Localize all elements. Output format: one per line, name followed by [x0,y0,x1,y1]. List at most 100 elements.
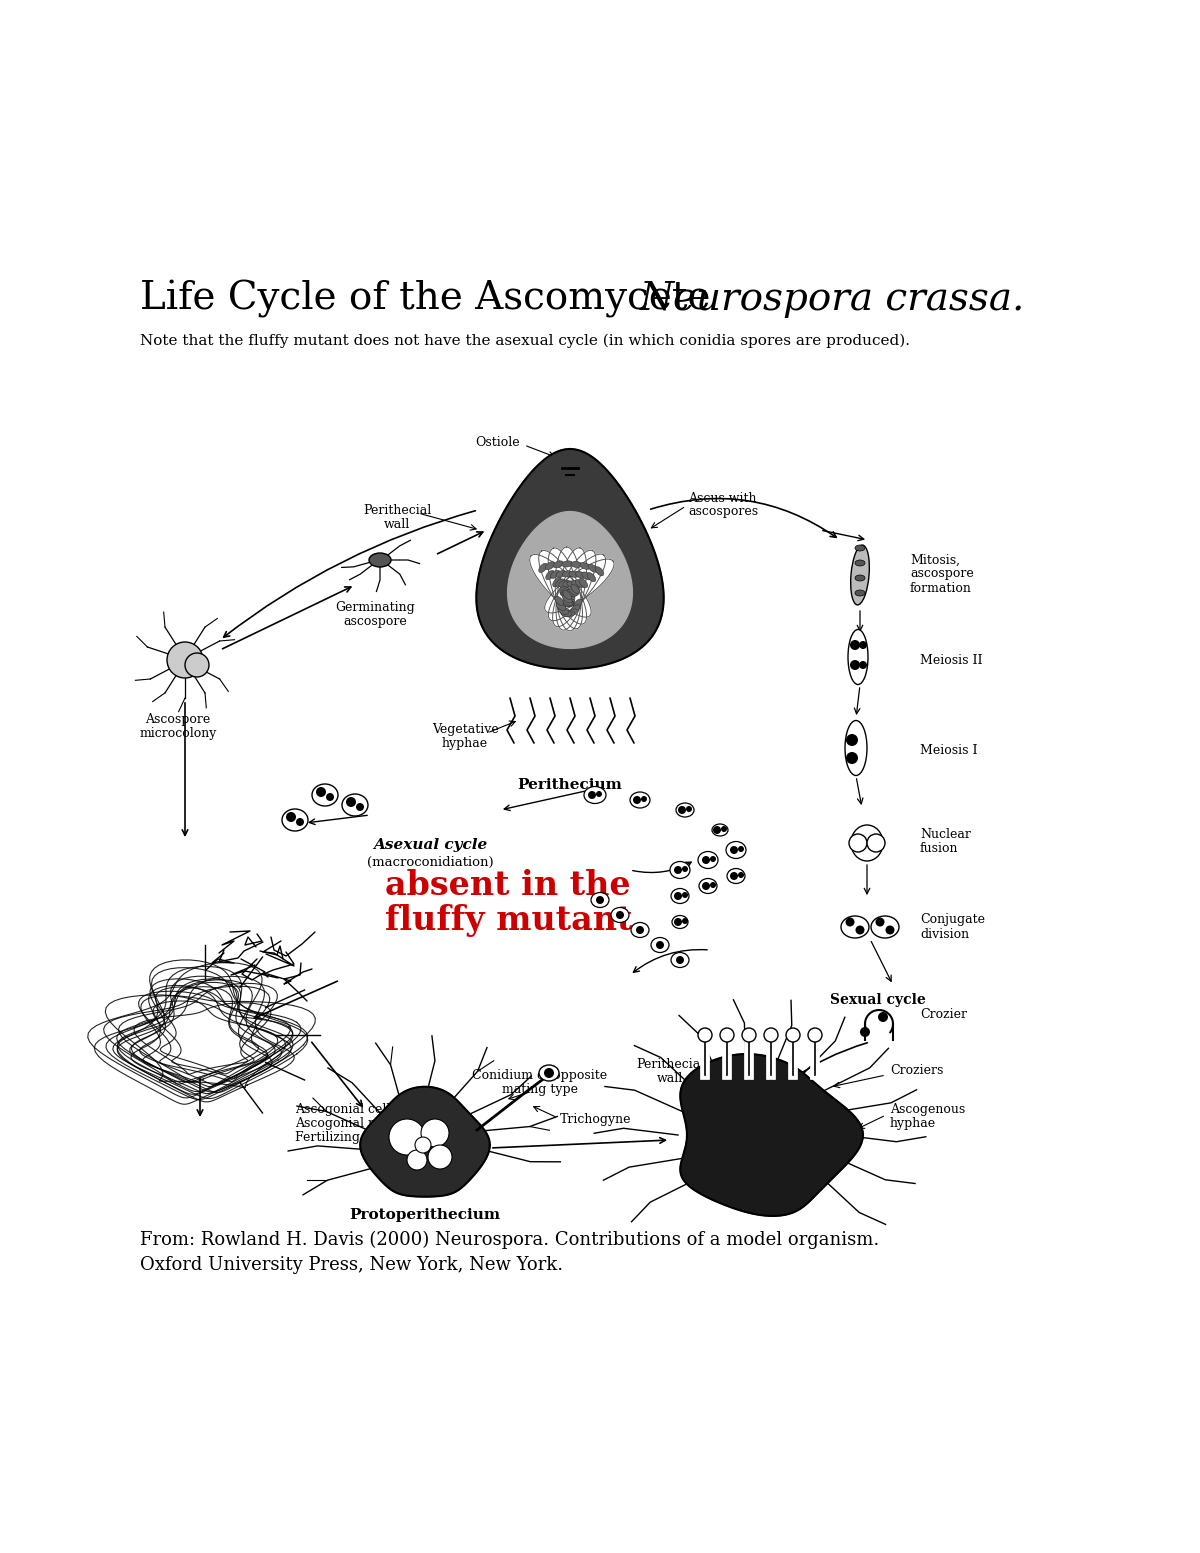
Ellipse shape [563,601,574,607]
Polygon shape [539,550,587,624]
Ellipse shape [568,609,577,617]
Circle shape [846,735,858,745]
Ellipse shape [570,604,580,613]
Ellipse shape [580,579,588,587]
Ellipse shape [342,794,368,815]
Ellipse shape [742,1028,756,1042]
Ellipse shape [559,581,569,587]
Ellipse shape [592,893,610,907]
Circle shape [721,826,727,832]
Text: absent in the: absent in the [385,870,631,902]
Ellipse shape [582,572,592,579]
Text: Ascospore: Ascospore [145,713,211,727]
Ellipse shape [671,952,689,968]
Ellipse shape [786,1028,800,1042]
Text: (macroconidiation): (macroconidiation) [367,856,493,868]
Ellipse shape [553,578,562,587]
Circle shape [596,790,602,797]
Text: Neurospora crassa.: Neurospora crassa. [640,281,1025,318]
Ellipse shape [556,603,566,610]
Ellipse shape [563,590,574,596]
Ellipse shape [611,907,629,922]
Polygon shape [548,554,606,621]
Ellipse shape [854,545,865,551]
Text: Nuclear: Nuclear [920,828,971,842]
Ellipse shape [574,599,582,609]
Circle shape [682,867,688,871]
Circle shape [421,1120,449,1148]
Circle shape [702,856,710,863]
Circle shape [846,918,854,927]
Circle shape [544,1068,554,1078]
Circle shape [886,926,894,935]
Text: Protoperithecium: Protoperithecium [349,1208,500,1222]
Text: hyphae: hyphae [890,1118,936,1131]
Ellipse shape [871,916,899,938]
Circle shape [634,797,641,804]
Circle shape [588,790,596,798]
Ellipse shape [588,564,598,572]
Text: wall: wall [384,517,410,531]
Ellipse shape [631,922,649,938]
Ellipse shape [563,595,572,603]
Ellipse shape [845,721,866,775]
Polygon shape [553,550,596,626]
Circle shape [316,787,326,797]
Ellipse shape [580,562,590,570]
Ellipse shape [563,598,574,606]
Text: ascospore: ascospore [910,567,973,581]
Text: Conidium of opposite: Conidium of opposite [473,1068,607,1081]
Circle shape [389,1120,425,1155]
Ellipse shape [670,862,690,879]
Circle shape [674,918,682,926]
Ellipse shape [556,570,566,578]
Ellipse shape [560,610,571,617]
Ellipse shape [312,784,338,806]
Text: ascospores: ascospores [688,505,758,519]
Circle shape [407,1151,427,1169]
Ellipse shape [545,562,554,570]
Text: hyphae: hyphae [442,738,488,750]
Text: Ostiole: Ostiole [475,435,520,449]
Polygon shape [508,511,632,649]
Ellipse shape [851,545,869,606]
Circle shape [356,803,364,811]
Text: Sexual cycle: Sexual cycle [830,992,925,1006]
Circle shape [326,794,334,801]
Text: Ascus with: Ascus with [688,491,756,505]
Text: Trichogyne: Trichogyne [560,1114,631,1126]
Circle shape [415,1137,431,1152]
Ellipse shape [566,581,578,587]
Ellipse shape [571,581,582,587]
Text: Ascogenous: Ascogenous [890,1104,965,1117]
Text: Meiosis I: Meiosis I [920,744,978,756]
Ellipse shape [576,572,586,578]
Ellipse shape [848,629,868,685]
Text: ascospore: ascospore [343,615,407,627]
Text: Croziers: Croziers [890,1064,943,1076]
Ellipse shape [562,590,572,596]
Circle shape [682,891,688,898]
Text: Oxford University Press, New York, New York.: Oxford University Press, New York, New Y… [140,1256,563,1273]
Ellipse shape [539,1065,559,1081]
Ellipse shape [764,1028,778,1042]
Ellipse shape [562,561,572,567]
Text: Germinating: Germinating [335,601,415,613]
Circle shape [346,797,356,808]
Ellipse shape [727,868,745,884]
Ellipse shape [854,590,865,596]
Ellipse shape [569,572,580,578]
Circle shape [878,1013,888,1022]
Ellipse shape [556,579,565,587]
Circle shape [185,652,209,677]
Ellipse shape [566,590,577,596]
Ellipse shape [671,888,689,904]
Polygon shape [548,548,582,629]
Polygon shape [680,1054,863,1216]
Text: Perithecial: Perithecial [636,1059,704,1072]
Ellipse shape [584,786,606,803]
Text: Vegetative: Vegetative [432,724,498,736]
Ellipse shape [712,825,728,836]
Ellipse shape [851,825,883,860]
Ellipse shape [698,851,718,868]
